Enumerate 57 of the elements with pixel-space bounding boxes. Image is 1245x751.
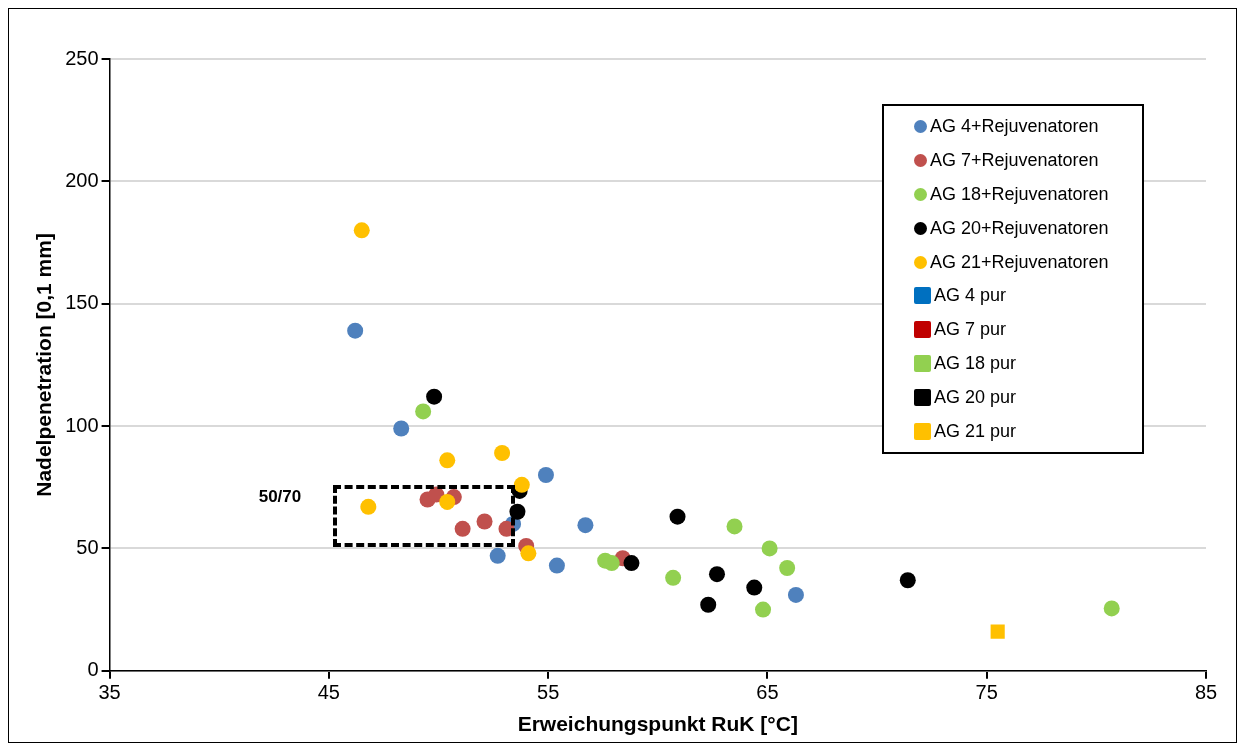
point [665,569,682,586]
x-tick-label: 55 [537,681,560,704]
point [779,560,796,577]
legend-label: AG 7+Rejuvenatoren [930,150,1099,172]
legend-label: AG 4 pur [934,285,1007,307]
point [537,467,554,484]
x-tick-label: 85 [1194,681,1218,704]
legend-label: AG 20 pur [934,386,1017,408]
legend-label: AG 21 pur [934,420,1017,442]
point [426,388,443,405]
point [347,322,364,339]
y-tick-label: 200 [65,168,99,191]
y-tick-label: 0 [87,658,99,681]
point [494,445,511,461]
y-tick-label: 50 [76,535,99,558]
y-tick-label: 250 [65,46,99,69]
point [669,508,686,525]
point [1103,600,1120,617]
point [476,513,493,530]
point [353,222,370,239]
point [787,586,804,603]
point [708,566,725,583]
y-tick-label: 100 [65,413,99,436]
point [439,452,456,469]
point [726,518,743,535]
point [548,557,565,574]
point [623,555,640,572]
legend-label: AG 18 pur [934,352,1017,374]
point [393,420,410,437]
point [439,493,456,510]
x-tick-label: 35 [98,681,121,704]
x-tick-label: 65 [756,681,779,704]
point [603,555,620,572]
point [454,520,471,537]
y-axis-title: Nadelpenetration [0,1 mm] [32,233,56,497]
x-tick-label: 75 [975,681,998,704]
point [990,624,1005,639]
legend-label: AG 18+Rejuvenatoren [930,183,1109,205]
x-tick-label: 45 [317,681,340,704]
point [755,601,772,618]
point [899,572,916,589]
point [513,476,530,493]
point [489,547,506,564]
point [520,545,537,562]
point [746,579,763,596]
y-tick-label: 150 [65,291,99,314]
legend-label: AG 20+Rejuvenatoren [930,217,1109,239]
point [360,498,377,515]
point [415,403,432,420]
point [700,596,717,613]
point [577,517,594,534]
legend-label: AG 4+Rejuvenatoren [930,116,1099,138]
legend-label: AG 7 pur [934,319,1007,341]
legend-label: AG 21+Rejuvenatoren [930,251,1109,273]
annotation: 50/70 [258,486,302,507]
x-axis-title: Erweichungspunkt RuK [°C] [517,712,798,736]
point [761,540,778,557]
